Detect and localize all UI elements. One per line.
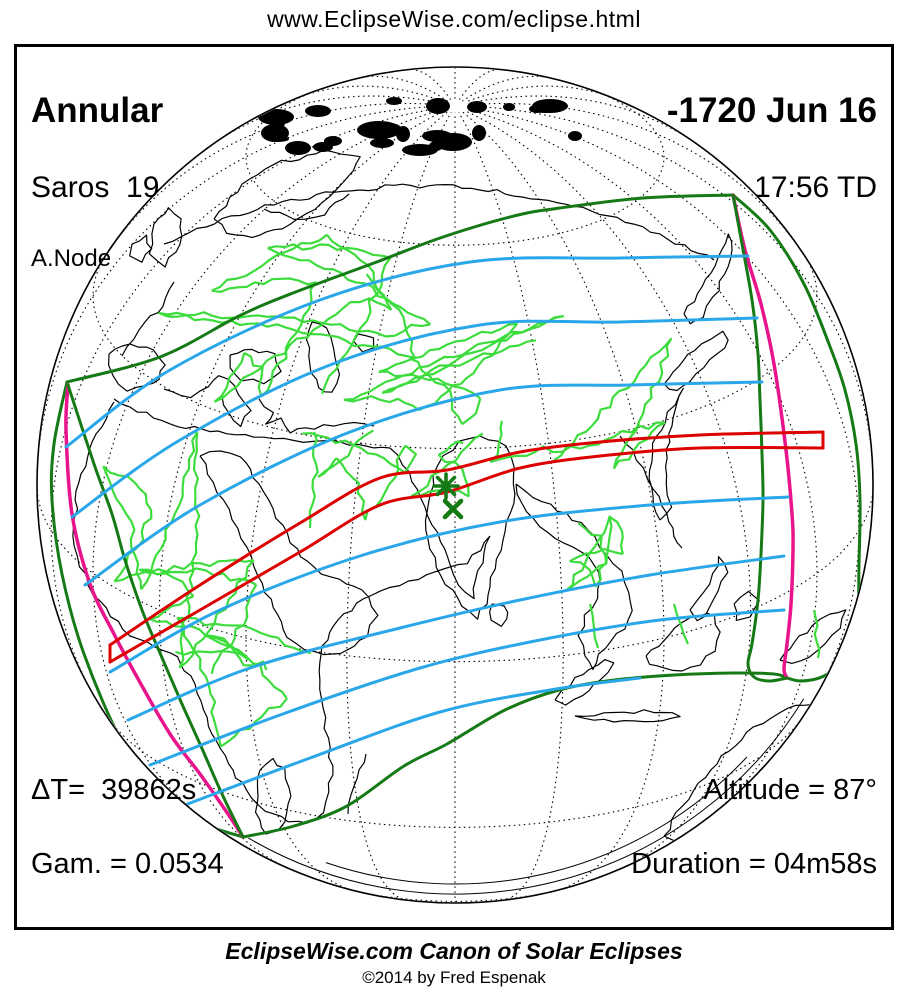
graticule (38, 68, 872, 902)
eclipse-map-frame: Annular Saros 19 A.Node -1720 Jun 16 17:… (14, 44, 894, 930)
contour-blue-4 (108, 495, 790, 674)
country-borders (102, 233, 821, 748)
greatest-duration-x (442, 498, 464, 520)
eclipse-type-block: Annular Saros 19 A.Node (31, 53, 163, 313)
southern-limit (241, 671, 789, 839)
altitude-label: Altitude = 87° (703, 773, 877, 806)
east-outer-limit (731, 193, 862, 683)
eclipse-date-block: -1720 Jun 16 17:56 TD (667, 53, 877, 244)
node-label: A.Node (31, 245, 112, 273)
eclipse-time-label: 17:56 TD (754, 171, 877, 204)
west-inner-limit (66, 383, 245, 839)
greatest-eclipse-star (432, 472, 460, 500)
contour-blue-1 (64, 254, 750, 449)
altitude-block: Altitude = 87° Duration = 04m58s (631, 733, 877, 921)
contour-blue-6 (148, 608, 786, 767)
saros-label: Saros 19 (31, 171, 160, 204)
contour-blue-2 (70, 316, 759, 519)
east-inner-limit (731, 193, 789, 683)
delta-t-label: ΔT= 39862s (31, 773, 197, 806)
eclipse-type-label: Annular (31, 91, 164, 131)
duration-label: Duration = 04m58s (631, 848, 877, 881)
contour-blue-5 (126, 554, 786, 722)
header-url: www.EclipseWise.com/eclipse.html (267, 6, 641, 32)
coastlines (72, 149, 847, 846)
east-sunset (731, 193, 795, 680)
central-path-north (108, 430, 825, 647)
footer-title: EclipseWise.com Canon of Solar Eclipses (225, 938, 683, 964)
delta-t-block: ΔT= 39862s Gam. = 0.0534 (31, 733, 224, 921)
eclipse-date-label: -1720 Jun 16 (666, 91, 877, 131)
contour-blue-3 (83, 380, 764, 587)
northern-limit (65, 193, 735, 384)
contour-blue-7 (183, 676, 642, 807)
west-sunrise (64, 383, 245, 839)
footer-copyright: ©2014 by Fred Espenak (362, 968, 546, 987)
gamma-label: Gam. = 0.0534 (31, 848, 224, 881)
